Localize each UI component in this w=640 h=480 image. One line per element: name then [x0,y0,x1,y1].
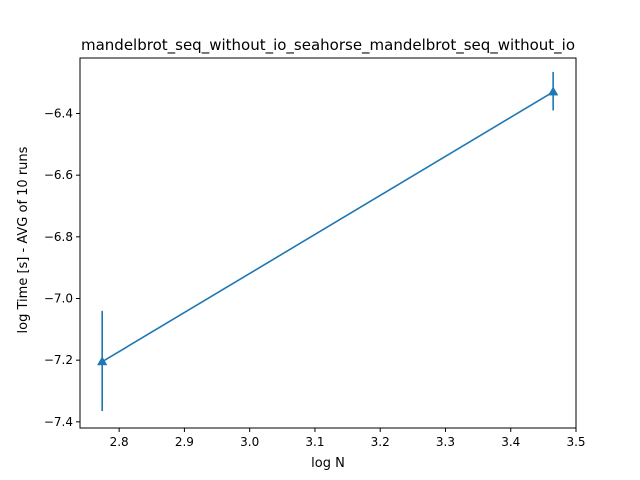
plot-area [97,71,559,412]
x-tick-label: 3.2 [371,435,390,449]
y-tick-label: −6.8 [44,230,73,244]
y-tick-label: −7.0 [44,292,73,306]
x-tick-label: 3.1 [305,435,324,449]
x-axis-label: log N [311,456,345,471]
y-axis: −7.4 −7.2 −7.0 −6.8 −6.6 −6.4 [44,107,80,429]
x-tick-label: 3.5 [566,435,585,449]
plot-frame [79,57,577,429]
chart-title: mandelbrot_seq_without_io_seahorse_mande… [81,36,575,55]
y-axis-label: log Time [s] - AVG of 10 runs [16,146,31,333]
y-tick-label: −6.4 [44,107,73,121]
y-tick-label: −6.6 [44,168,73,182]
series-line [101,91,554,363]
data-point-triangle [97,356,108,366]
data-point-triangle [547,86,559,96]
y-tick-label: −7.4 [44,415,73,429]
x-tick-label: 3.3 [436,435,455,449]
x-axis: 2.8 2.9 3.0 3.1 3.2 3.3 3.4 3.5 [110,428,586,449]
x-tick-label: 3.0 [240,435,259,449]
x-tick-label: 3.4 [501,435,520,449]
x-tick-label: 2.9 [175,435,194,449]
x-tick-label: 2.8 [110,435,129,449]
y-tick-label: −7.2 [44,353,73,367]
